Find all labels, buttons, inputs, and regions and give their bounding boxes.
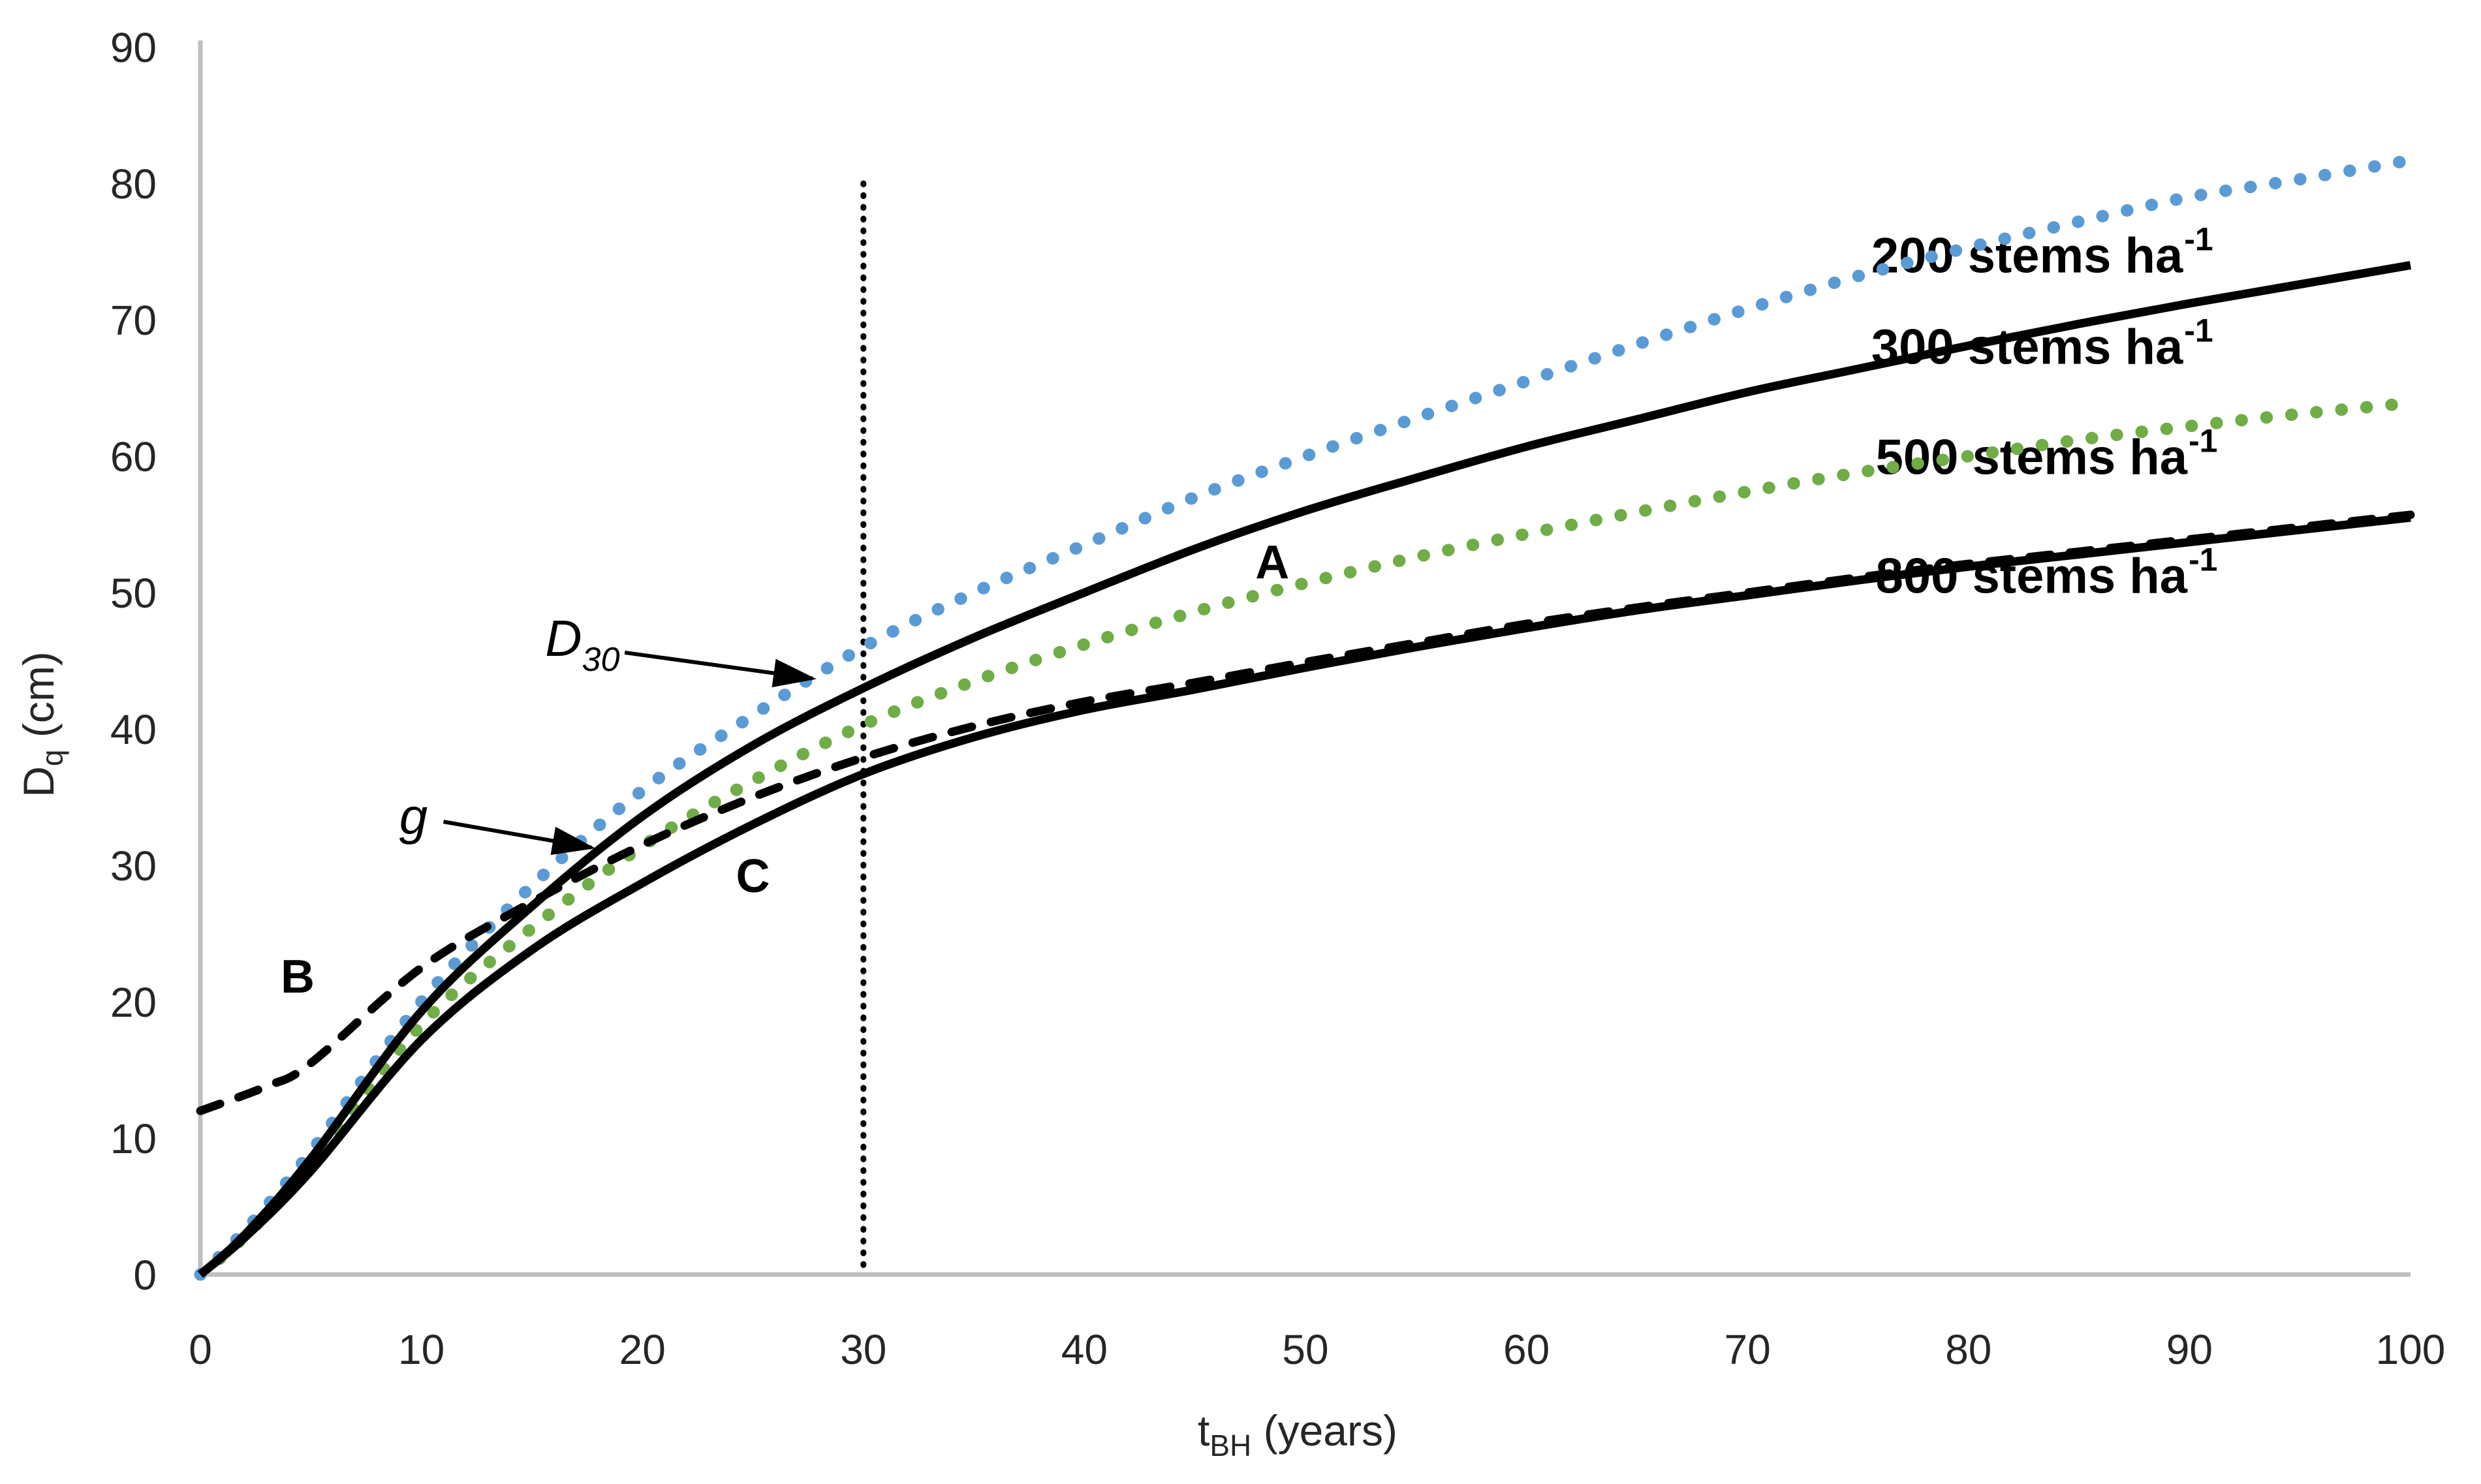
x-tick-label: 60 xyxy=(1503,1326,1550,1373)
y-tick-label: 0 xyxy=(133,1252,157,1299)
y-axis-title: Dq (cm) xyxy=(14,651,69,797)
series-label-superscript: -1 xyxy=(2184,221,2213,258)
annotation-d30-main: D xyxy=(545,610,582,668)
y-tick-label: 70 xyxy=(110,297,157,344)
annotation-g: g xyxy=(399,787,428,845)
annotation-d30-subscript: 30 xyxy=(582,641,620,679)
x-tick-label: 50 xyxy=(1282,1326,1328,1373)
x-tick-label: 20 xyxy=(619,1326,666,1373)
x-tick-label: 100 xyxy=(2376,1326,2446,1373)
x-tick-label: 90 xyxy=(2166,1326,2213,1373)
y-tick-label: 10 xyxy=(110,1115,157,1162)
series-curve-800-dashed xyxy=(196,510,2415,1115)
x-tick-label: 0 xyxy=(189,1326,212,1373)
series-label-text: 500 stems ha xyxy=(1875,429,2187,486)
x-axis-title: tBH (years) xyxy=(1198,1406,1397,1462)
annotation-d30: D30 xyxy=(545,610,619,677)
annotation-curve-c: C xyxy=(736,850,770,903)
y-tick-label: 90 xyxy=(110,24,157,71)
series-curve-300 xyxy=(197,260,2412,1278)
annotation-arrow-g xyxy=(443,820,596,856)
series-label-200-stems: 200 stems ha-1 xyxy=(1871,223,2213,284)
series-label-text: 200 stems ha xyxy=(1871,228,2183,284)
series-label-300-stems: 300 stems ha-1 xyxy=(1871,314,2213,372)
y-tick-label: 40 xyxy=(110,706,157,753)
series-label-500-stems: 500 stems ha-1 xyxy=(1876,424,2218,482)
y-tick-label: 60 xyxy=(110,433,157,480)
annotation-arrow-d30 xyxy=(624,650,817,688)
y-tick-label: 30 xyxy=(110,842,157,889)
annotation-curve-a: A xyxy=(1255,536,1290,589)
x-tick-label: 40 xyxy=(1061,1326,1108,1373)
x-tick-label: 10 xyxy=(398,1326,445,1373)
series-curve-800 xyxy=(197,513,2411,1278)
series-label-superscript: -1 xyxy=(2189,541,2218,578)
series-label-800-stems: 800 stems ha-1 xyxy=(1876,543,2218,601)
annotation-curve-b: B xyxy=(280,951,315,1004)
series-label-superscript: -1 xyxy=(2184,312,2213,349)
y-tick-label: 20 xyxy=(110,979,157,1026)
y-tick-label: 80 xyxy=(110,161,157,208)
x-tick-label: 30 xyxy=(840,1326,886,1373)
x-tick-label: 80 xyxy=(1945,1326,1991,1373)
x-tick-label: 70 xyxy=(1724,1326,1771,1373)
series-curve-500 xyxy=(194,397,2417,1281)
y-tick-label: 50 xyxy=(110,570,157,617)
